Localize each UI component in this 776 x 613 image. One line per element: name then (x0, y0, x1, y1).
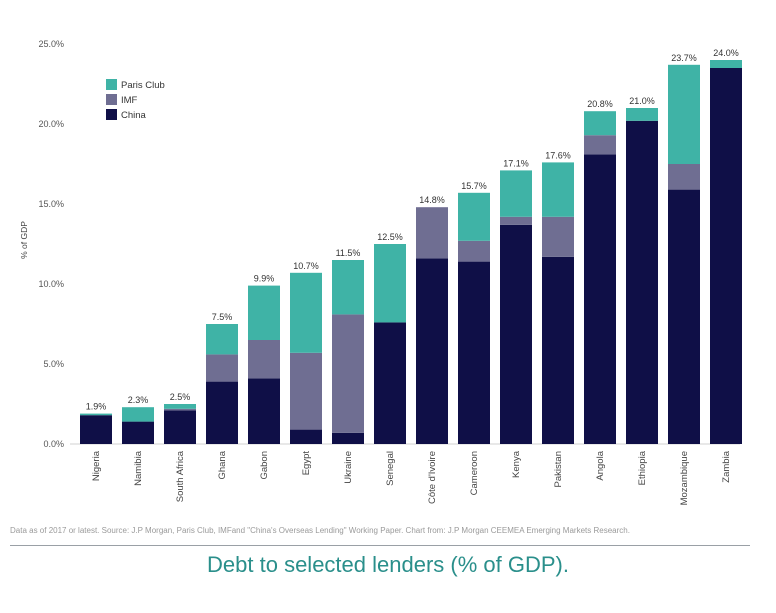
category-label: South Africa (175, 450, 186, 502)
bar-total-label: 12.5% (377, 232, 403, 242)
legend: Paris Club IMF China (106, 79, 165, 121)
bar-total-label: 2.3% (128, 395, 149, 405)
category-label: Ethiopia (637, 450, 648, 485)
bar-segment-china (416, 258, 448, 444)
bar-segment-paris-club (248, 285, 280, 340)
category-label: Nigeria (91, 450, 102, 481)
category-label: Angola (595, 450, 606, 480)
bar-segment-imf (416, 207, 448, 259)
category-label: Cameroon (469, 451, 480, 495)
y-axis-ticks: 0.0% 5.0% 10.0% 15.0% 20.0% 25.0% (38, 39, 64, 449)
legend-label: Paris Club (121, 80, 165, 91)
bar-total-label: 17.6% (545, 150, 571, 160)
bar-total-label: 21.0% (629, 96, 655, 106)
divider (10, 545, 750, 546)
bar-segment-china (248, 378, 280, 444)
bar-total-label: 10.7% (293, 261, 319, 271)
bar-segment-imf (458, 240, 490, 262)
bar-total-label: 17.1% (503, 158, 529, 168)
bar-total-label: 1.9% (86, 402, 107, 412)
caption: Debt to selected lenders (% of GDP). (207, 552, 569, 577)
legend-label: IMF (121, 95, 138, 106)
bar-segment-china (122, 421, 154, 444)
bar-segment-imf (332, 314, 364, 433)
y-tick-label: 10.0% (38, 279, 64, 289)
legend-swatch (106, 109, 117, 120)
bar-segment-imf (542, 216, 574, 257)
bar-total-label: 23.7% (671, 53, 697, 63)
bar-segment-china (710, 68, 742, 444)
bar-total-label: 24.0% (713, 48, 739, 58)
bar-segment-china (164, 410, 196, 444)
source-note: Data as of 2017 or latest. Source: J.P M… (10, 526, 630, 535)
category-label: Kenya (511, 450, 522, 478)
bar-total-label: 2.5% (170, 392, 191, 402)
y-tick-label: 20.0% (38, 119, 64, 129)
bar-total-label: 7.5% (212, 312, 233, 322)
bar-total-label: 9.9% (254, 274, 275, 284)
bar-segment-paris-club (584, 111, 616, 136)
bar-total-label: 11.5% (336, 248, 361, 258)
bar-segment-china (500, 224, 532, 444)
bar-total-label: 14.8% (419, 195, 445, 205)
bar-segment-paris-club (206, 324, 238, 355)
bar-segment-china (332, 432, 364, 444)
bar-segment-china (584, 154, 616, 444)
y-tick-label: 15.0% (38, 199, 64, 209)
category-label: Ukraine (343, 451, 354, 484)
bar-segment-china (290, 429, 322, 444)
bar-total-label: 20.8% (587, 99, 613, 109)
bar-segment-paris-club (290, 272, 322, 353)
bar-segment-china (668, 189, 700, 444)
y-tick-label: 5.0% (43, 359, 64, 369)
category-label: Pakistan (553, 451, 564, 487)
bar-segment-china (80, 415, 112, 444)
bar-segment-china (206, 381, 238, 444)
bar-segment-paris-club (500, 170, 532, 217)
y-tick-label: 25.0% (38, 39, 64, 49)
category-label: Mozambique (679, 451, 690, 505)
legend-label: China (121, 110, 147, 121)
bar-segment-paris-club (332, 260, 364, 315)
bar-segment-china (458, 261, 490, 444)
category-label: Namibia (133, 450, 144, 486)
bar-segment-paris-club (122, 407, 154, 422)
bar-segment-paris-club (164, 404, 196, 409)
bar-segment-paris-club (668, 64, 700, 164)
bar-segment-paris-club (80, 413, 112, 416)
category-labels: Nigeria Namibia South Africa Ghana Gabon Egyp… (91, 450, 732, 505)
bar-segment-china (626, 120, 658, 445)
category-label: Senegal (385, 451, 396, 486)
bar-segment-paris-club (626, 108, 658, 121)
bar-segment-imf (668, 164, 700, 190)
category-label: Zambia (721, 450, 732, 482)
bar-segment-imf (206, 354, 238, 382)
bar-segment-paris-club (542, 162, 574, 217)
bar-segment-china (374, 322, 406, 444)
bar-segment-paris-club (710, 60, 742, 68)
bar-segment-china (542, 256, 574, 444)
bar-segment-imf (584, 135, 616, 155)
bar-segment-paris-club (458, 192, 490, 241)
legend-swatch (106, 94, 117, 105)
legend-swatch (106, 79, 117, 90)
y-axis-label: % of GDP (19, 221, 29, 259)
bar-segment-imf (290, 352, 322, 430)
category-label: Ghana (217, 450, 228, 479)
category-label: Gabon (259, 451, 270, 480)
bar-segment-paris-club (374, 244, 406, 323)
bar-segment-imf (500, 216, 532, 225)
y-tick-label: 0.0% (43, 439, 64, 449)
category-label: Egypt (301, 451, 312, 476)
stacked-bar-chart: % of GDP 0.0% 5.0% 10.0% 15.0% 20.0% 25.0% 1.… (19, 39, 742, 505)
bar-total-label: 15.7% (461, 181, 487, 191)
bar-total-labels: 1.9% 2.3% 2.5% 7.5% 9.9% 10.7% 11.5% 12.5% 14.8%… (86, 48, 739, 412)
category-label: Côte d'Ivoire (427, 451, 438, 504)
bar-segment-imf (248, 340, 280, 379)
bars (80, 60, 742, 445)
bar-segment-imf (164, 408, 196, 411)
